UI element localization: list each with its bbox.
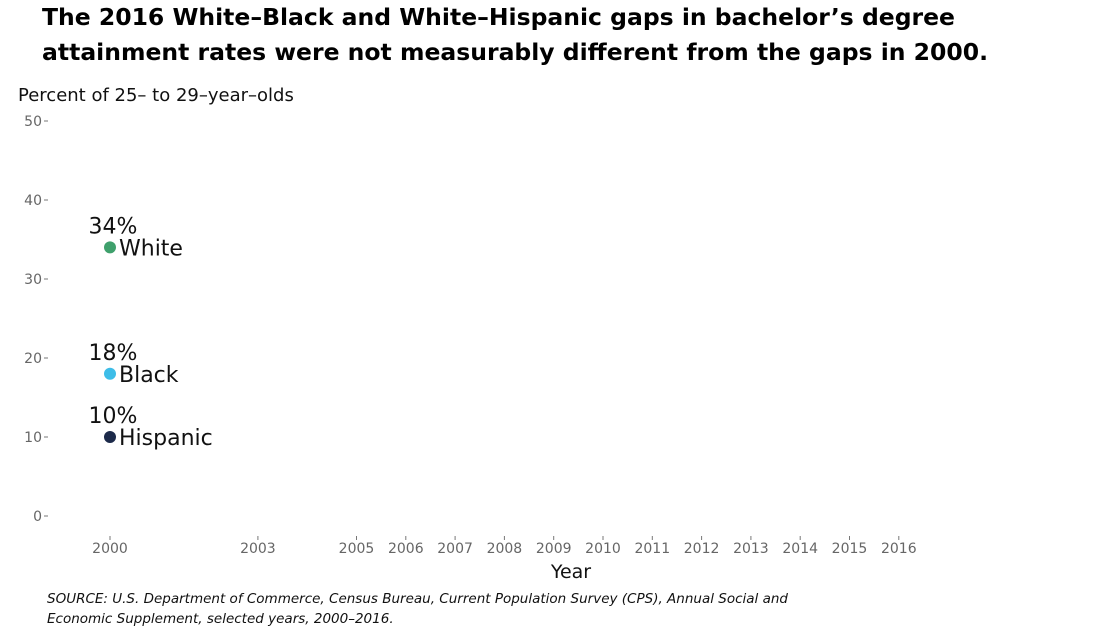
x-tick-label: 2007 bbox=[437, 541, 473, 557]
x-tick-label: 2014 bbox=[782, 541, 818, 557]
x-tick-label: 2016 bbox=[881, 541, 917, 557]
source-note: SOURCE: U.S. Department of Commerce, Cen… bbox=[47, 591, 788, 627]
x-tick-label: 2012 bbox=[684, 541, 720, 557]
y-tick-label: 0 bbox=[33, 509, 42, 525]
series-black: 18%Black bbox=[89, 341, 179, 388]
x-axis: 2000 2003 2005 2006 2007 2008 2009 2010 2011 2012… bbox=[92, 536, 917, 557]
chart-headline: The 2016 White–Black and White–Hispanic … bbox=[42, 3, 989, 66]
series-name-label: White bbox=[119, 236, 183, 261]
x-tick-label: 2003 bbox=[240, 541, 276, 557]
data-label: 10% bbox=[89, 404, 138, 429]
y-tick-label: 10 bbox=[24, 430, 42, 446]
x-tick-label: 2000 bbox=[92, 541, 128, 557]
data-point bbox=[104, 367, 116, 380]
x-tick-label: 2010 bbox=[585, 541, 621, 557]
x-tick-label: 2011 bbox=[634, 541, 670, 557]
x-tick-label: 2015 bbox=[832, 541, 868, 557]
data-label: 18% bbox=[89, 341, 138, 366]
x-tick-label: 2005 bbox=[339, 541, 375, 557]
x-axis-title: Year bbox=[550, 561, 591, 583]
series-name-label: Hispanic bbox=[119, 426, 213, 451]
x-tick-label: 2008 bbox=[487, 541, 523, 557]
series-layer: 34%White 18%Black 10%Hispanic bbox=[89, 214, 213, 451]
y-axis-title: Percent of 25– to 29–year–olds bbox=[18, 85, 294, 106]
y-axis: 0 10 20 30 40 50 bbox=[24, 114, 48, 525]
data-label: 34% bbox=[89, 214, 138, 239]
x-tick-label: 2006 bbox=[388, 541, 424, 557]
x-tick-label: 2009 bbox=[536, 541, 572, 557]
y-tick-label: 50 bbox=[24, 114, 42, 130]
x-tick-label: 2013 bbox=[733, 541, 769, 557]
y-tick-label: 40 bbox=[24, 193, 42, 209]
data-point bbox=[104, 241, 116, 254]
series-name-label: Black bbox=[119, 363, 179, 388]
series-white: 34%White bbox=[89, 214, 183, 261]
data-point bbox=[104, 431, 116, 443]
y-tick-label: 20 bbox=[24, 351, 42, 367]
series-hispanic: 10%Hispanic bbox=[89, 404, 213, 451]
y-tick-label: 30 bbox=[24, 272, 42, 288]
